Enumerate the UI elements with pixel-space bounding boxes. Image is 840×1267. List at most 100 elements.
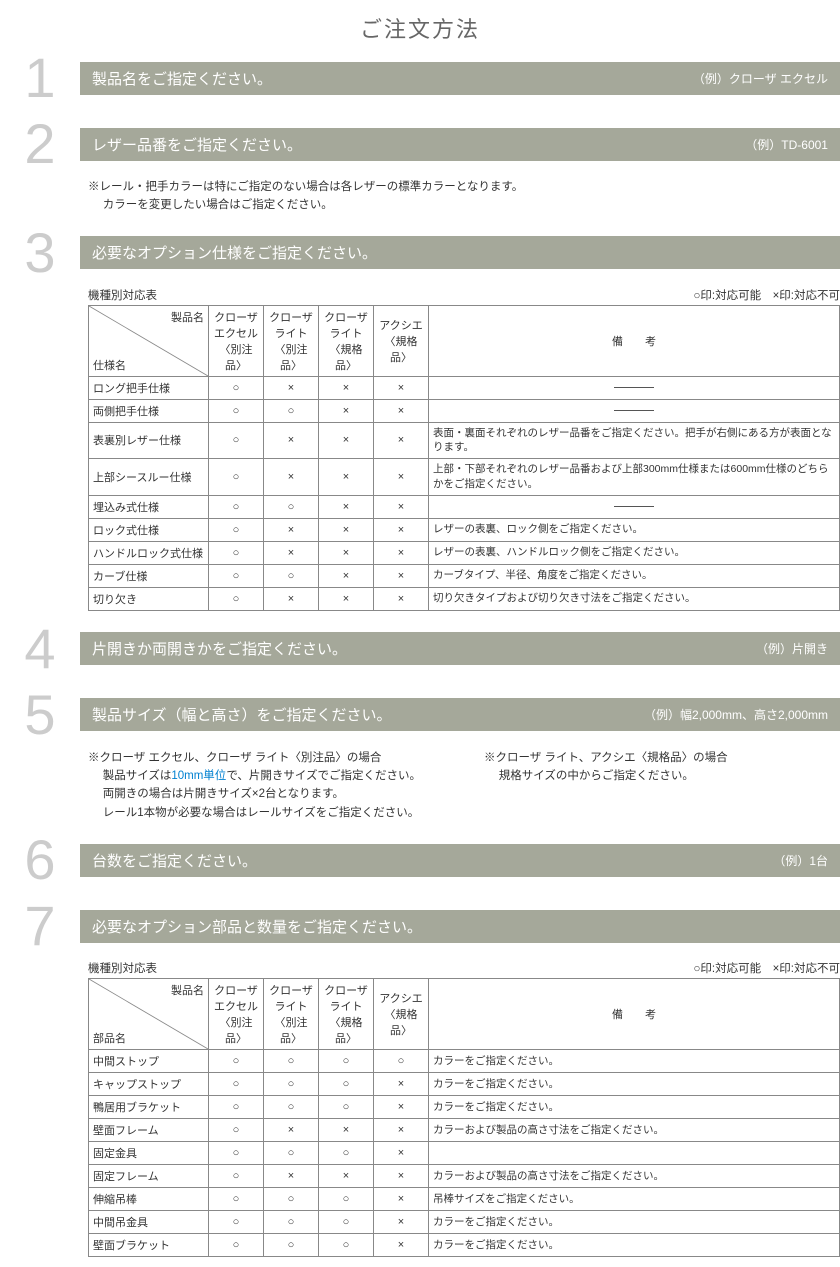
compat-cell: × (374, 1096, 429, 1119)
remark-cell (429, 376, 840, 399)
table-row: ロング把手仕様○××× (89, 376, 840, 399)
compat-cell: ○ (264, 399, 319, 422)
compat-cell: ○ (209, 399, 264, 422)
page-title: ご注文方法 (0, 0, 840, 50)
compat-cell: ○ (264, 1234, 319, 1257)
product-header: アクシエ〈規格品〉 (374, 979, 429, 1050)
table-row: 伸縮吊棒○○○×吊棒サイズをご指定ください。 (89, 1188, 840, 1211)
compat-cell: × (264, 1119, 319, 1142)
step-example: （例）幅2,000mm、高さ2,000mm (644, 706, 828, 723)
remark-cell (429, 495, 840, 518)
remark-cell: 吊棒サイズをご指定ください。 (429, 1188, 840, 1211)
remark-cell: 切り欠きタイプおよび切り欠き寸法をご指定ください。 (429, 587, 840, 610)
compat-cell: × (319, 422, 374, 458)
compat-cell: × (319, 541, 374, 564)
compat-cell: ○ (209, 1211, 264, 1234)
step-title: 製品サイズ（幅と高さ）をご指定ください。 (92, 704, 392, 725)
step-3: 3必要なオプション仕様をご指定ください。機種別対応表○印:対応可能 ×印:対応不… (0, 225, 840, 611)
diag-header: 製品名仕様名 (89, 305, 209, 376)
spec-name: 壁面ブラケット (89, 1234, 209, 1257)
compat-cell: ○ (319, 1211, 374, 1234)
step-title: 製品名をご指定ください。 (92, 68, 272, 89)
size-note-left: ※クローザ エクセル、クローザ ライト〈別注品〉の場合 製品サイズは10mm単位… (88, 749, 444, 823)
compat-cell: ○ (209, 1188, 264, 1211)
table-row: 表裏別レザー仕様○×××表面・裏面それぞれのレザー品番をご指定ください。把手が右… (89, 422, 840, 458)
compat-cell: ○ (209, 1142, 264, 1165)
compat-table: 製品名部品名クローザエクセル〈別注品〉クローザライト〈別注品〉クローザライト〈規… (88, 978, 840, 1257)
compat-cell: × (374, 376, 429, 399)
spec-name: 固定金具 (89, 1142, 209, 1165)
compat-cell: × (319, 518, 374, 541)
compat-cell: × (319, 459, 374, 495)
remark-cell: カラーをご指定ください。 (429, 1096, 840, 1119)
table-row: 固定金具○○○× (89, 1142, 840, 1165)
table-row: 埋込み式仕様○○×× (89, 495, 840, 518)
compat-cell: × (319, 495, 374, 518)
table-row: 両側把手仕様○○×× (89, 399, 840, 422)
compat-cell: × (374, 541, 429, 564)
step-bar: 必要なオプション仕様をご指定ください。 (80, 236, 840, 269)
compat-cell: ○ (264, 1211, 319, 1234)
product-header: クローザライト〈規格品〉 (319, 305, 374, 376)
table-row: 固定フレーム○×××カラーおよび製品の高さ寸法をご指定ください。 (89, 1165, 840, 1188)
compat-cell: ○ (264, 1096, 319, 1119)
spec-name: 切り欠き (89, 587, 209, 610)
step-number: 2 (0, 116, 80, 172)
compat-cell: × (374, 1188, 429, 1211)
step-bar: 片開きか両開きかをご指定ください。（例）片開き (80, 632, 840, 665)
compat-cell: ○ (209, 1119, 264, 1142)
step-number: 6 (0, 832, 80, 888)
product-header: クローザライト〈別注品〉 (264, 979, 319, 1050)
step-bar: 製品名をご指定ください。（例）クローザ エクセル (80, 62, 840, 95)
compat-table: 製品名仕様名クローザエクセル〈別注品〉クローザライト〈別注品〉クローザライト〈規… (88, 305, 840, 611)
table-row: キャップストップ○○○×カラーをご指定ください。 (89, 1073, 840, 1096)
remark-cell: 表面・裏面それぞれのレザー品番をご指定ください。把手が右側にある方が表面となりま… (429, 422, 840, 458)
spec-name: 中間ストップ (89, 1050, 209, 1073)
table-row: 切り欠き○×××切り欠きタイプおよび切り欠き寸法をご指定ください。 (89, 587, 840, 610)
spec-name: 固定フレーム (89, 1165, 209, 1188)
compat-cell: × (264, 376, 319, 399)
product-header: クローザエクセル〈別注品〉 (209, 979, 264, 1050)
spec-name: カーブ仕様 (89, 564, 209, 587)
step-example: （例）TD-6001 (745, 136, 828, 153)
step-number: 3 (0, 225, 80, 281)
remark-cell: カラーをご指定ください。 (429, 1234, 840, 1257)
size-note-right: ※クローザ ライト、アクシエ〈規格品〉の場合 規格サイズの中からご指定ください。 (484, 749, 840, 823)
spec-name: ハンドルロック式仕様 (89, 541, 209, 564)
table-caption: 機種別対応表 (88, 960, 157, 976)
step-2: 2レザー品番をご指定ください。（例）TD-6001※レール・把手カラーは特にご指… (0, 116, 840, 215)
compat-cell: ○ (209, 422, 264, 458)
compat-cell: × (374, 399, 429, 422)
compat-cell: × (319, 564, 374, 587)
step-title: 必要なオプション仕様をご指定ください。 (92, 242, 377, 263)
compat-cell: ○ (319, 1142, 374, 1165)
compat-cell: × (264, 1165, 319, 1188)
compat-cell: ○ (209, 495, 264, 518)
remark-cell: カーブタイプ、半径、角度をご指定ください。 (429, 564, 840, 587)
step-example: （例）1台 (773, 852, 828, 869)
table-legend: ○印:対応可能 ×印:対応不可 (693, 287, 840, 303)
remark-cell: カラーをご指定ください。 (429, 1073, 840, 1096)
compat-cell: ○ (209, 518, 264, 541)
compat-cell: ○ (209, 541, 264, 564)
diag-top: 製品名 (171, 309, 204, 325)
compat-cell: ○ (209, 1234, 264, 1257)
table-row: 中間吊金具○○○×カラーをご指定ください。 (89, 1211, 840, 1234)
table-legend: ○印:対応可能 ×印:対応不可 (693, 960, 840, 976)
remark-cell: カラーをご指定ください。 (429, 1211, 840, 1234)
compat-cell: ○ (374, 1050, 429, 1073)
remark-cell: カラーおよび製品の高さ寸法をご指定ください。 (429, 1119, 840, 1142)
compat-cell: ○ (264, 1073, 319, 1096)
compat-cell: × (374, 1234, 429, 1257)
compat-cell: ○ (209, 1050, 264, 1073)
remark-cell: レザーの表裏、ロック側をご指定ください。 (429, 518, 840, 541)
step-example: （例）片開き (756, 640, 828, 657)
compat-cell: × (319, 1119, 374, 1142)
compat-cell: × (264, 541, 319, 564)
compat-cell: ○ (209, 1165, 264, 1188)
step-4: 4片開きか両開きかをご指定ください。（例）片開き (0, 621, 840, 677)
compat-cell: ○ (209, 1096, 264, 1119)
table-row: ロック式仕様○×××レザーの表裏、ロック側をご指定ください。 (89, 518, 840, 541)
remark-cell: カラーおよび製品の高さ寸法をご指定ください。 (429, 1165, 840, 1188)
spec-name: 両側把手仕様 (89, 399, 209, 422)
